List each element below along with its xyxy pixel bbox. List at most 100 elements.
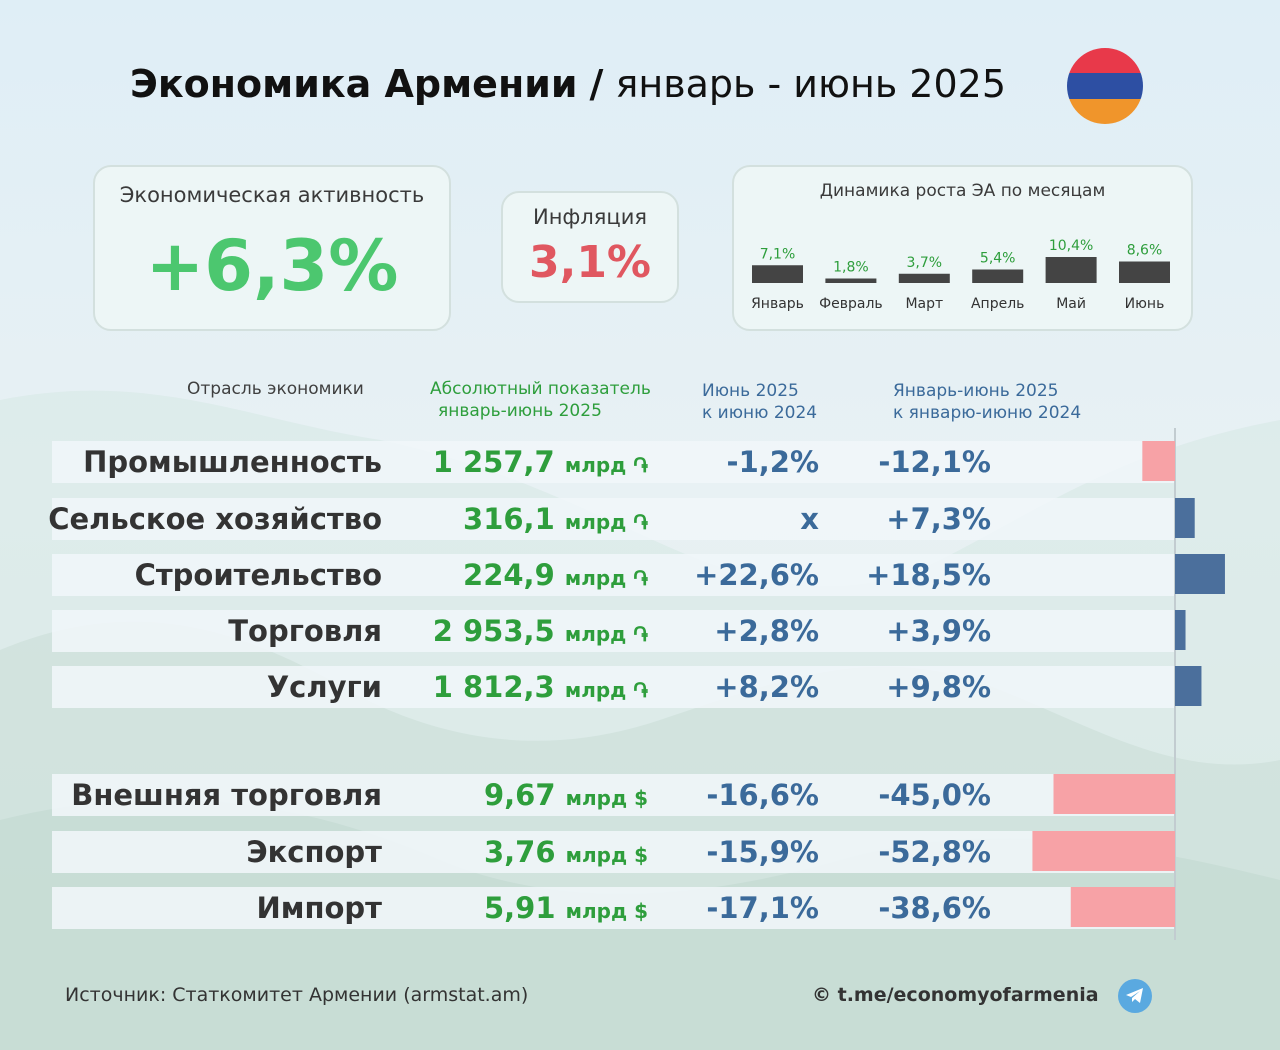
row-name: Промышленность: [83, 445, 382, 479]
monthly-growth-card: Динамика роста ЭА по месяцам 7,1% Январь 1…: [732, 165, 1193, 331]
row-june-change: +22,6%: [694, 558, 819, 592]
row-june-change: х: [800, 502, 819, 536]
monthly-value-label: 3,7%: [907, 255, 943, 271]
table-row: Промышленность 1 257,7 млрд ֏ -1,2% -12,…: [52, 441, 1174, 483]
row-name: Услуги: [266, 670, 382, 704]
header-june-line1: Июнь 2025: [702, 381, 799, 401]
row-absolute: 5,91 млрд $: [484, 887, 648, 932]
table-row: Импорт 5,91 млрд $ -17,1% -38,6%: [52, 887, 1174, 929]
row-absolute: 316,1 млрд ֏: [463, 498, 648, 543]
row-absolute-value: 316,1: [463, 502, 555, 536]
monthly-bar: [752, 265, 803, 283]
row-absolute-value: 2 953,5: [432, 614, 555, 648]
monthly-category-label: Февраль: [819, 296, 883, 312]
monthly-growth-chart: 7,1% Январь 1,8% Февраль 3,7% Март 5,4% Апрель 1…: [751, 238, 1170, 312]
monthly-bar: [898, 273, 950, 283]
monthly-growth-title: Динамика роста ЭА по месяцам: [819, 181, 1106, 201]
monthly-value-label: 1,8%: [833, 260, 869, 276]
row-june-change: +8,2%: [714, 670, 819, 704]
row-ytd-change: -12,1%: [878, 445, 991, 479]
row-absolute-value: 224,9: [463, 558, 555, 592]
header-june-line2: к июню 2024: [702, 403, 818, 423]
row-name: Экспорт: [246, 835, 382, 869]
monthly-category-label: Март: [905, 296, 943, 312]
row-ytd-change: -38,6%: [878, 891, 991, 925]
inflation-value: 3,1%: [528, 237, 652, 288]
table-row: Внешняя торговля 9,67 млрд $ -16,6% -45,…: [52, 774, 1174, 816]
monthly-category-label: Январь: [751, 296, 804, 312]
table-row: Торговля 2 953,5 млрд ֏ +2,8% +3,9%: [52, 610, 1174, 652]
row-name: Импорт: [256, 891, 382, 925]
ytd-bar: [1053, 774, 1175, 814]
row-absolute-value: 1 812,3: [432, 670, 555, 704]
ytd-bar: [1175, 610, 1186, 650]
table-row: Строительство 224,9 млрд ֏ +22,6% +18,5%: [52, 554, 1174, 596]
telegram-icon[interactable]: [1118, 979, 1152, 1013]
page-title: Экономика Армении / январь - июнь 2025: [130, 62, 1006, 106]
title-period: январь - июнь 2025: [615, 62, 1007, 106]
row-absolute: 224,9 млрд ֏: [463, 554, 648, 599]
ytd-bar: [1142, 441, 1175, 481]
header-absolute-line2: январь-июнь 2025: [438, 401, 602, 421]
monthly-value-label: 5,4%: [980, 251, 1016, 267]
row-absolute: 9,67 млрд $: [484, 774, 648, 819]
row-absolute-unit: млрд ֏: [564, 510, 648, 534]
inflation-label: Инфляция: [532, 205, 648, 229]
flag-stripe-blue: [1067, 73, 1143, 99]
row-ytd-change: +7,3%: [886, 502, 991, 536]
row-ytd-change: -52,8%: [878, 835, 991, 869]
header-ytd-line2: к январю-июню 2024: [893, 403, 1082, 423]
header-absolute-line1: Абсолютный показатель: [430, 379, 651, 399]
monthly-bar: [972, 269, 1024, 283]
table-row: Экспорт 3,76 млрд $ -15,9% -52,8%: [52, 831, 1174, 873]
row-name: Внешняя торговля: [71, 778, 382, 812]
row-name: Сельское хозяйство: [48, 502, 382, 536]
row-june-change: -17,1%: [706, 891, 819, 925]
row-absolute-unit: млрд $: [565, 786, 648, 810]
title-main: Экономика Армении: [130, 62, 578, 106]
row-absolute-unit: млрд ֏: [564, 622, 648, 646]
monthly-bar: [1119, 261, 1170, 283]
row-june-change: -16,6%: [706, 778, 819, 812]
economic-activity-card: Экономическая активность +6,3%: [93, 165, 451, 331]
row-name: Строительство: [134, 558, 382, 592]
header-absolute: Абсолютный показатель январь-июнь 2025: [430, 378, 690, 422]
row-ytd-change: +9,8%: [886, 670, 991, 704]
row-june-change: -15,9%: [706, 835, 819, 869]
row-absolute-unit: млрд $: [565, 899, 648, 923]
title-separator: /: [589, 62, 604, 106]
monthly-value-label: 7,1%: [760, 246, 796, 262]
ytd-bar: [1175, 498, 1195, 538]
row-absolute-value: 9,67: [483, 778, 556, 812]
monthly-bar: [1045, 257, 1097, 283]
header-june: Июнь 2025 к июню 2024: [702, 380, 882, 424]
inflation-card: Инфляция 3,1%: [501, 191, 679, 303]
row-absolute-value: 3,76: [483, 835, 556, 869]
header-sector: Отрасль экономики: [120, 378, 420, 400]
header-ytd: Январь-июнь 2025 к январю-июню 2024: [893, 380, 1153, 424]
monthly-category-label: Июнь: [1125, 296, 1165, 312]
row-absolute: 3,76 млрд $: [484, 831, 648, 876]
telegram-link[interactable]: © t.me/economyofarmenia: [812, 984, 1099, 1006]
ytd-bar: [1032, 831, 1175, 871]
economic-activity-value: +6,3%: [145, 225, 399, 307]
row-absolute-value: 1 257,7: [432, 445, 555, 479]
row-absolute: 1 257,7 млрд ֏: [433, 441, 648, 486]
monthly-category-label: Апрель: [971, 296, 1024, 312]
row-absolute-unit: млрд ֏: [564, 453, 648, 477]
table-row: Сельское хозяйство 316,1 млрд ֏ х +7,3%: [48, 498, 1174, 543]
header-sector-label: Отрасль экономики: [187, 379, 364, 399]
row-absolute: 2 953,5 млрд ֏: [433, 610, 648, 655]
row-name: Торговля: [228, 614, 382, 648]
ytd-bar: [1070, 887, 1175, 927]
source-note: Источник: Статкомитет Армении (armstat.a…: [65, 984, 529, 1006]
header-ytd-line1: Январь-июнь 2025: [893, 381, 1059, 401]
row-absolute-unit: млрд $: [565, 843, 648, 867]
monthly-value-label: 10,4%: [1049, 238, 1093, 254]
row-absolute-value: 5,91: [483, 891, 556, 925]
table-row: Услуги 1 812,3 млрд ֏ +8,2% +9,8%: [52, 666, 1174, 708]
economic-activity-label: Экономическая активность: [119, 183, 425, 207]
row-ytd-change: +18,5%: [866, 558, 991, 592]
row-ytd-change: +3,9%: [886, 614, 991, 648]
